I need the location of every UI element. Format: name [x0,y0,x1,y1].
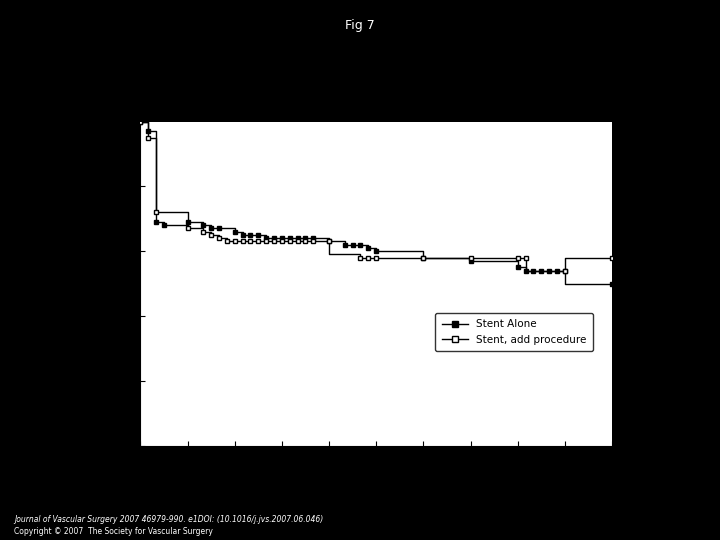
X-axis label: Month: Month [354,466,398,479]
Text: 10: 10 [416,495,431,504]
Text: 5: 5 [561,495,569,504]
Y-axis label: Limbs with Healed Ulcers (%): Limbs with Healed Ulcers (%) [99,192,109,375]
Text: 11: 11 [369,495,384,504]
Text: 39: 39 [322,473,336,483]
Text: 8: 8 [467,495,474,504]
Text: 18: 18 [463,473,478,483]
Text: 67: 67 [180,473,195,483]
Text: 16: 16 [510,473,525,483]
Text: 46: 46 [274,473,289,483]
Text: 42: 42 [133,495,148,504]
Text: 16: 16 [228,495,242,504]
Text: 106: 106 [130,473,151,483]
Text: 13: 13 [557,473,572,483]
Text: 23: 23 [416,473,431,483]
Text: 30: 30 [369,473,384,483]
Text: Fig 7: Fig 7 [345,19,375,32]
Text: 6: 6 [514,495,521,504]
Text: Journal of Vascular Surgery 2007 46979-990. e1DOI: (10.1016/j.jvs.2007.06.046): Journal of Vascular Surgery 2007 46979-9… [14,515,324,524]
Text: Copyright © 2007  The Society for Vascular Surgery: Copyright © 2007 The Society for Vascula… [14,528,213,536]
Legend: Stent Alone, Stent, add procedure: Stent Alone, Stent, add procedure [436,313,593,351]
Text: 12: 12 [322,495,336,504]
Text: 24: 24 [180,495,195,504]
Text: 57: 57 [228,473,242,483]
Text: 14: 14 [274,495,289,504]
